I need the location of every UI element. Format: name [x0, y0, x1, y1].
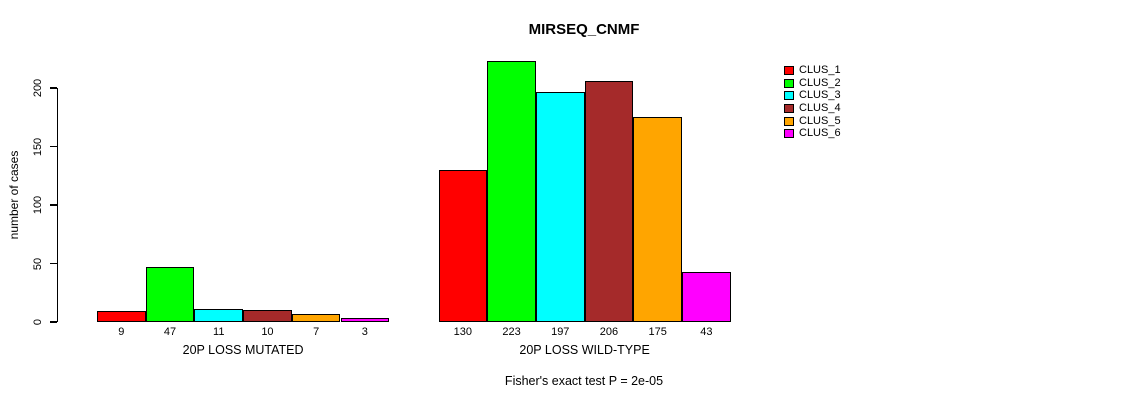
- y-tick-label: 100: [32, 195, 44, 215]
- legend-item-clus_2: CLUS_2: [784, 77, 841, 90]
- y-axis-label: number of cases: [7, 150, 21, 240]
- bar-clus_1-group1: [97, 311, 146, 322]
- bar-clus_5-group1: [291, 313, 341, 322]
- y-tick-mark: [50, 145, 57, 148]
- bar-value-label: 130: [453, 326, 473, 338]
- bar-value-label: 9: [118, 326, 125, 338]
- bar-value-label: 43: [700, 326, 713, 338]
- bar-clus_6-group2: [682, 271, 731, 322]
- y-tick-mark: [50, 204, 57, 206]
- y-tick-mark: [50, 87, 57, 89]
- bar-value-label: 223: [502, 326, 521, 338]
- legend-swatch-icon: [784, 103, 794, 113]
- y-tick-label: 200: [32, 78, 44, 98]
- group-label: 20P LOSS MUTATED: [182, 343, 304, 357]
- bar-clus_4-group1: [243, 310, 292, 322]
- legend-item-clus_4: CLUS_4: [784, 102, 841, 115]
- legend-swatch-icon: [784, 129, 794, 139]
- bar-value-label: 3: [361, 326, 368, 338]
- legend-label: CLUS_4: [799, 102, 841, 115]
- bar-value-label: 175: [648, 326, 667, 338]
- y-tick-mark: [50, 262, 57, 265]
- footnote-text: Fisher's exact test P = 2e-05: [504, 374, 664, 388]
- legend-label: CLUS_2: [799, 76, 841, 89]
- legend-item-clus_1: CLUS_1: [784, 64, 841, 77]
- legend-swatch-icon: [784, 78, 794, 88]
- y-tick-mark: [50, 321, 57, 323]
- y-axis-line: [57, 88, 59, 322]
- bar-value-label: 11: [213, 326, 225, 338]
- bar-clus_4-group2: [584, 80, 634, 322]
- legend-item-clus_5: CLUS_5: [784, 115, 841, 128]
- bar-clus_5-group2: [633, 117, 682, 322]
- legend-item-clus_3: CLUS_3: [784, 89, 841, 102]
- legend-swatch-icon: [784, 91, 794, 101]
- legend-item-clus_6: CLUS_6: [784, 127, 841, 140]
- bar-value-label: 47: [163, 326, 177, 338]
- bar-value-label: 197: [551, 326, 570, 338]
- legend-label: CLUS_1: [799, 64, 841, 76]
- bar-value-label: 10: [261, 326, 274, 338]
- legend-swatch-icon: [784, 116, 794, 126]
- chart-title: MIRSEQ_CNMF: [528, 21, 640, 38]
- legend-label: CLUS_5: [799, 114, 841, 127]
- bar-clus_3-group2: [535, 91, 585, 322]
- bar-value-label: 206: [599, 326, 619, 338]
- bar-clus_6-group1: [340, 318, 390, 322]
- y-tick-label: 0: [32, 318, 44, 326]
- bar-clus_1-group2: [438, 169, 488, 322]
- bar-clus_2-group1: [145, 267, 195, 322]
- legend-swatch-icon: [784, 65, 794, 75]
- bar-value-label: 7: [313, 326, 320, 338]
- legend-label: CLUS_6: [799, 127, 841, 140]
- bar-clus_2-group2: [487, 61, 536, 322]
- group-label: 20P LOSS WILD-TYPE: [519, 343, 650, 357]
- y-tick-label: 150: [32, 137, 44, 156]
- legend-label: CLUS_3: [799, 89, 841, 102]
- bar-clus_3-group1: [194, 309, 244, 322]
- y-tick-label: 50: [32, 257, 44, 270]
- legend: CLUS_1 CLUS_2 CLUS_3 CLUS_4 CLUS_5 CLUS_6: [784, 64, 841, 140]
